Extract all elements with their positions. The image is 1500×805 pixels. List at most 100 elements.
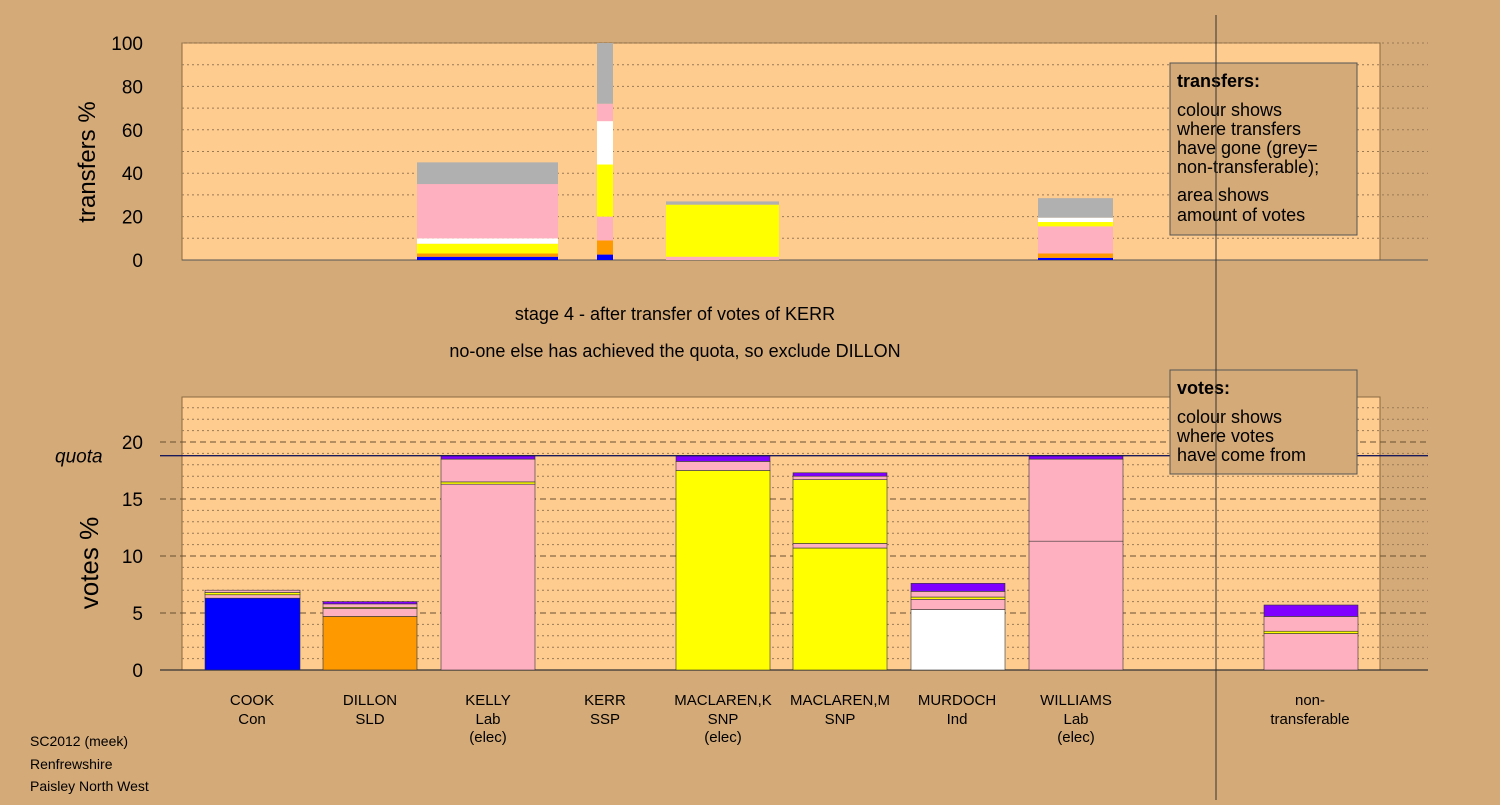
votes-y-tick-label: 5 — [132, 604, 143, 625]
transfer-segment-kerr — [597, 254, 613, 260]
vote-segment-maclaren,k — [675, 455, 771, 462]
candidate-party-label: SSP — [590, 711, 620, 728]
candidate-party-label: SNP — [708, 711, 739, 728]
votes-legend-box — [1169, 369, 1358, 475]
transfer-segment-williams — [1038, 253, 1113, 258]
transfer-segment-kelly — [417, 162, 558, 185]
candidate-name-label: non- — [1295, 692, 1325, 709]
transfers-y-tick-label: 40 — [122, 164, 143, 185]
transfer-segment-williams — [1038, 198, 1113, 218]
votes-y-tick-label: 0 — [132, 661, 143, 682]
transfers-y-tick-label: 20 — [122, 208, 143, 229]
vote-segment-non-transferable — [1263, 604, 1359, 617]
candidate-name-label: COOK — [230, 692, 274, 709]
vote-segment-non-transferable — [1263, 633, 1359, 671]
vote-segment-non-transferable — [1263, 616, 1359, 632]
transfers-legend-line: amount of votes — [1177, 205, 1305, 225]
vote-segment-williams — [1028, 540, 1124, 671]
vote-segment-dillon — [322, 608, 418, 617]
candidate-party-label: Con — [238, 711, 266, 728]
transfers-y-tick-label: 100 — [111, 34, 143, 55]
quota-label: quota — [55, 447, 103, 468]
vote-segment-dillon — [322, 601, 418, 605]
transfers-legend-line: area shows — [1177, 185, 1269, 205]
transfers-legend-box — [1169, 62, 1358, 236]
vote-segment-maclaren,m — [792, 543, 888, 549]
transfers-legend-line: non-transferable); — [1177, 157, 1319, 177]
transfer-segment-kelly — [417, 243, 558, 254]
vote-segment-murdoch — [910, 596, 1006, 600]
transfer-segment-maclaren,k — [666, 201, 779, 205]
candidate-name-label: KELLY — [465, 692, 511, 709]
transfer-segment-kerr — [597, 43, 613, 104]
votes-legend-line: have come from — [1177, 445, 1306, 465]
vote-segment-maclaren,m — [792, 479, 888, 544]
candidate-party-label: SNP — [825, 711, 856, 728]
vote-segment-non-transferable — [1263, 630, 1359, 634]
vote-segment-cook — [204, 597, 301, 671]
transfers-y-tick-label: 80 — [122, 77, 143, 98]
transfer-segment-kelly — [417, 184, 558, 239]
transfer-segment-kerr — [597, 121, 613, 165]
transfer-segment-kelly — [417, 256, 558, 260]
vote-segment-dillon — [322, 603, 418, 608]
transfer-segment-williams — [1038, 222, 1113, 227]
candidate-status-label: (elec) — [469, 729, 507, 746]
transfers-y-tick-label: 0 — [132, 251, 143, 272]
stage-caption: stage 4 - after transfer of votes of KER… — [515, 304, 835, 324]
exclusion-caption: no-one else has achieved the quota, so e… — [449, 341, 900, 361]
candidate-name-label: KERR — [584, 692, 626, 709]
transfer-segment-maclaren,k — [666, 204, 779, 257]
votes-legend-line: colour shows — [1177, 407, 1282, 427]
vote-segment-cook — [204, 592, 301, 596]
candidate-name-label: DILLON — [343, 692, 397, 709]
transfers-y-tick-label: 60 — [122, 121, 143, 142]
candidate-status-label: (elec) — [704, 729, 742, 746]
common-elements: stage 4 - after transfer of votes of KER… — [30, 304, 901, 794]
vote-segment-murdoch — [910, 591, 1006, 598]
votes-y-tick-label: 20 — [122, 433, 143, 454]
candidate-name-label: WILLIAMS — [1040, 692, 1112, 709]
vote-segment-cook — [204, 594, 301, 599]
vote-segment-maclaren,m — [792, 475, 888, 480]
vote-segment-williams — [1028, 458, 1124, 542]
vote-segment-kelly — [440, 481, 536, 485]
vote-segment-cook — [204, 589, 301, 593]
transfers-legend-line: colour shows — [1177, 100, 1282, 120]
vote-segment-maclaren,m — [792, 547, 888, 671]
transfer-segment-williams — [1038, 226, 1113, 254]
candidate-party-label: transferable — [1270, 711, 1349, 728]
candidate-name-label: MACLAREN,K — [674, 692, 772, 709]
vote-segment-dillon — [322, 616, 418, 671]
candidate-party-label: Lab — [475, 711, 500, 728]
transfers-y-axis-label: transfers % — [74, 101, 101, 222]
vote-segment-kelly — [440, 483, 536, 671]
vote-segment-kelly — [440, 458, 536, 483]
footer-council: Renfrewshire — [30, 756, 113, 772]
transfer-segment-kelly — [417, 238, 558, 244]
vote-segment-maclaren,m — [792, 472, 888, 477]
transfer-segment-williams — [1038, 217, 1113, 223]
transfer-segment-maclaren,k — [666, 256, 779, 260]
transfer-segment-williams — [1038, 257, 1113, 260]
candidate-party-label: Ind — [947, 711, 968, 728]
transfers-legend-title: transfers: — [1177, 71, 1260, 91]
vote-segment-murdoch — [910, 583, 1006, 592]
footer-election: SC2012 (meek) — [30, 733, 128, 749]
candidate-name-label: MACLAREN,M — [790, 692, 890, 709]
candidate-party-label: Lab — [1063, 711, 1088, 728]
votes-y-tick-label: 10 — [122, 547, 143, 568]
candidate-party-label: SLD — [355, 711, 384, 728]
candidate-name-label: MURDOCH — [918, 692, 996, 709]
transfers-legend-line: where transfers — [1176, 119, 1301, 139]
transfer-segment-kerr — [597, 103, 613, 122]
transfer-segment-kerr — [597, 240, 613, 255]
votes-legend-line: where votes — [1176, 426, 1274, 446]
candidate-status-label: (elec) — [1057, 729, 1095, 746]
vote-segment-murdoch — [910, 609, 1006, 671]
transfer-segment-kerr — [597, 164, 613, 217]
vote-segment-murdoch — [910, 599, 1006, 610]
transfers-legend-line: have gone (grey= — [1177, 138, 1318, 158]
